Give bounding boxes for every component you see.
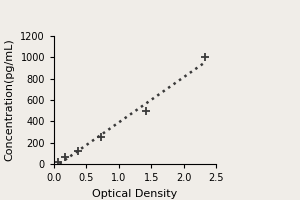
Y-axis label: Concentration(pg/mL): Concentration(pg/mL)	[5, 39, 15, 161]
X-axis label: Optical Density: Optical Density	[92, 189, 178, 199]
